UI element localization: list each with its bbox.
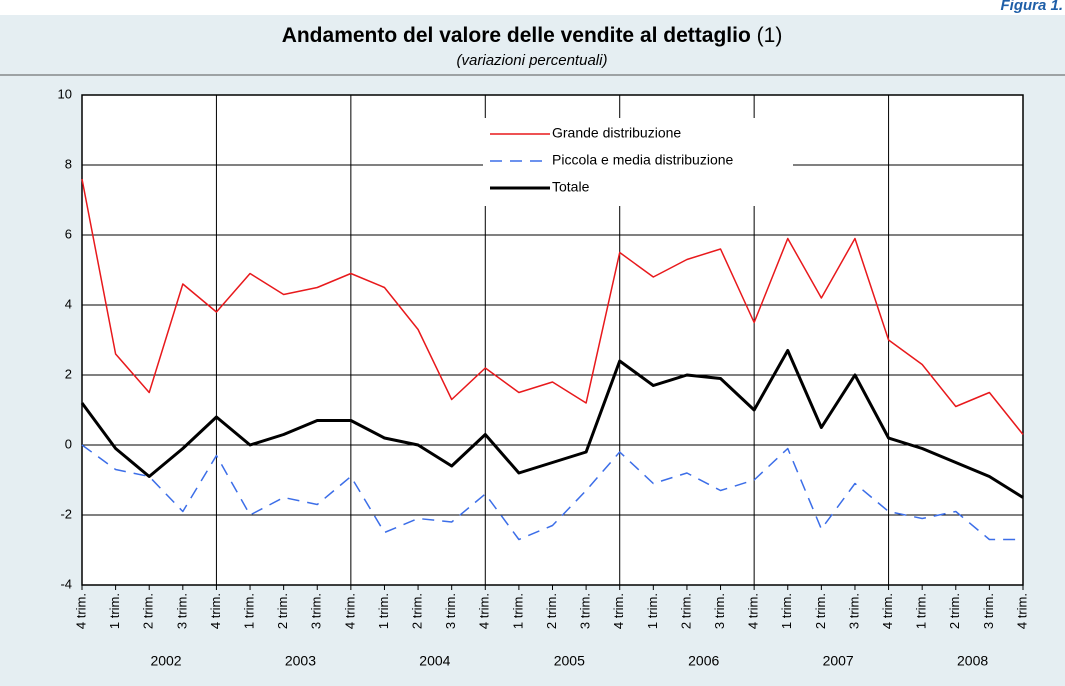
x-tick-label: 4 trim.: [611, 593, 626, 629]
series-line: [80, 349, 1024, 499]
y-tick-label: 6: [65, 226, 72, 241]
x-tick-label: 1 trim.: [645, 593, 660, 629]
y-tick-label: 4: [65, 296, 72, 311]
y-tick-label: -2: [60, 506, 72, 521]
x-tick-label: 3 trim.: [309, 593, 324, 629]
series-line: [81, 444, 1023, 541]
y-tick-label: -4: [60, 576, 72, 591]
x-tick-label: 3 trim.: [712, 593, 727, 629]
x-tick-label: 3 trim.: [578, 593, 593, 629]
x-tick-label: 3 trim.: [846, 593, 861, 629]
x-tick-label: 2 trim.: [678, 593, 693, 629]
x-tick-label: 4 trim.: [73, 593, 88, 629]
y-tick-label: 2: [65, 366, 72, 381]
x-tick-label: 3 trim.: [174, 593, 189, 629]
plot-frame: [81, 94, 1024, 586]
x-tick-label: 1 trim.: [376, 593, 391, 629]
y-tick-label: 10: [58, 86, 72, 101]
x-tick-label: 4 trim.: [208, 593, 223, 629]
x-tick-label: 4 trim.: [1014, 593, 1029, 629]
x-tick-label: 2 trim.: [813, 593, 828, 629]
year-label: 2004: [419, 653, 450, 669]
legend-label: Totale: [552, 179, 590, 195]
y-tick-label: 0: [65, 436, 72, 451]
chart-subtitle: (variazioni percentuali): [457, 52, 608, 69]
x-tick-label: 2 trim.: [275, 593, 290, 629]
year-label: 2007: [823, 653, 854, 669]
legend-label: Grande distribuzione: [552, 125, 681, 141]
series-line: [81, 178, 1024, 435]
x-tick-label: 2 trim.: [947, 593, 962, 629]
year-label: 2005: [554, 653, 585, 669]
x-tick-label: 3 trim.: [981, 593, 996, 629]
year-label: 2008: [957, 653, 988, 669]
x-tick-label: 1 trim.: [241, 593, 256, 629]
x-tick-label: 2 trim.: [141, 593, 156, 629]
figure-label: Figura 1.: [1000, 0, 1063, 14]
chart-title: Andamento del valore delle vendite al de…: [282, 24, 783, 47]
year-label: 2003: [285, 653, 316, 669]
x-tick-label: 4 trim.: [477, 593, 492, 629]
x-tick-label: 3 trim.: [443, 593, 458, 629]
x-tick-label: 1 trim.: [914, 593, 929, 629]
year-label: 2002: [150, 653, 181, 669]
x-tick-label: 4 trim.: [880, 593, 895, 629]
legend-label: Piccola e media distribuzione: [552, 152, 734, 168]
x-tick-label: 1 trim.: [107, 593, 122, 629]
title-note: (1): [757, 24, 783, 47]
x-tick-label: 1 trim.: [510, 593, 525, 629]
x-tick-label: 4 trim.: [746, 593, 761, 629]
year-label: 2006: [688, 653, 719, 669]
title-main: Andamento del valore delle vendite al de…: [282, 24, 751, 47]
legend-box: [483, 118, 793, 206]
y-tick-label: 8: [65, 156, 72, 171]
x-tick-label: 4 trim.: [342, 593, 357, 629]
x-tick-label: 1 trim.: [779, 593, 794, 629]
x-tick-label: 2 trim.: [410, 593, 425, 629]
x-tick-label: 2 trim.: [544, 593, 559, 629]
